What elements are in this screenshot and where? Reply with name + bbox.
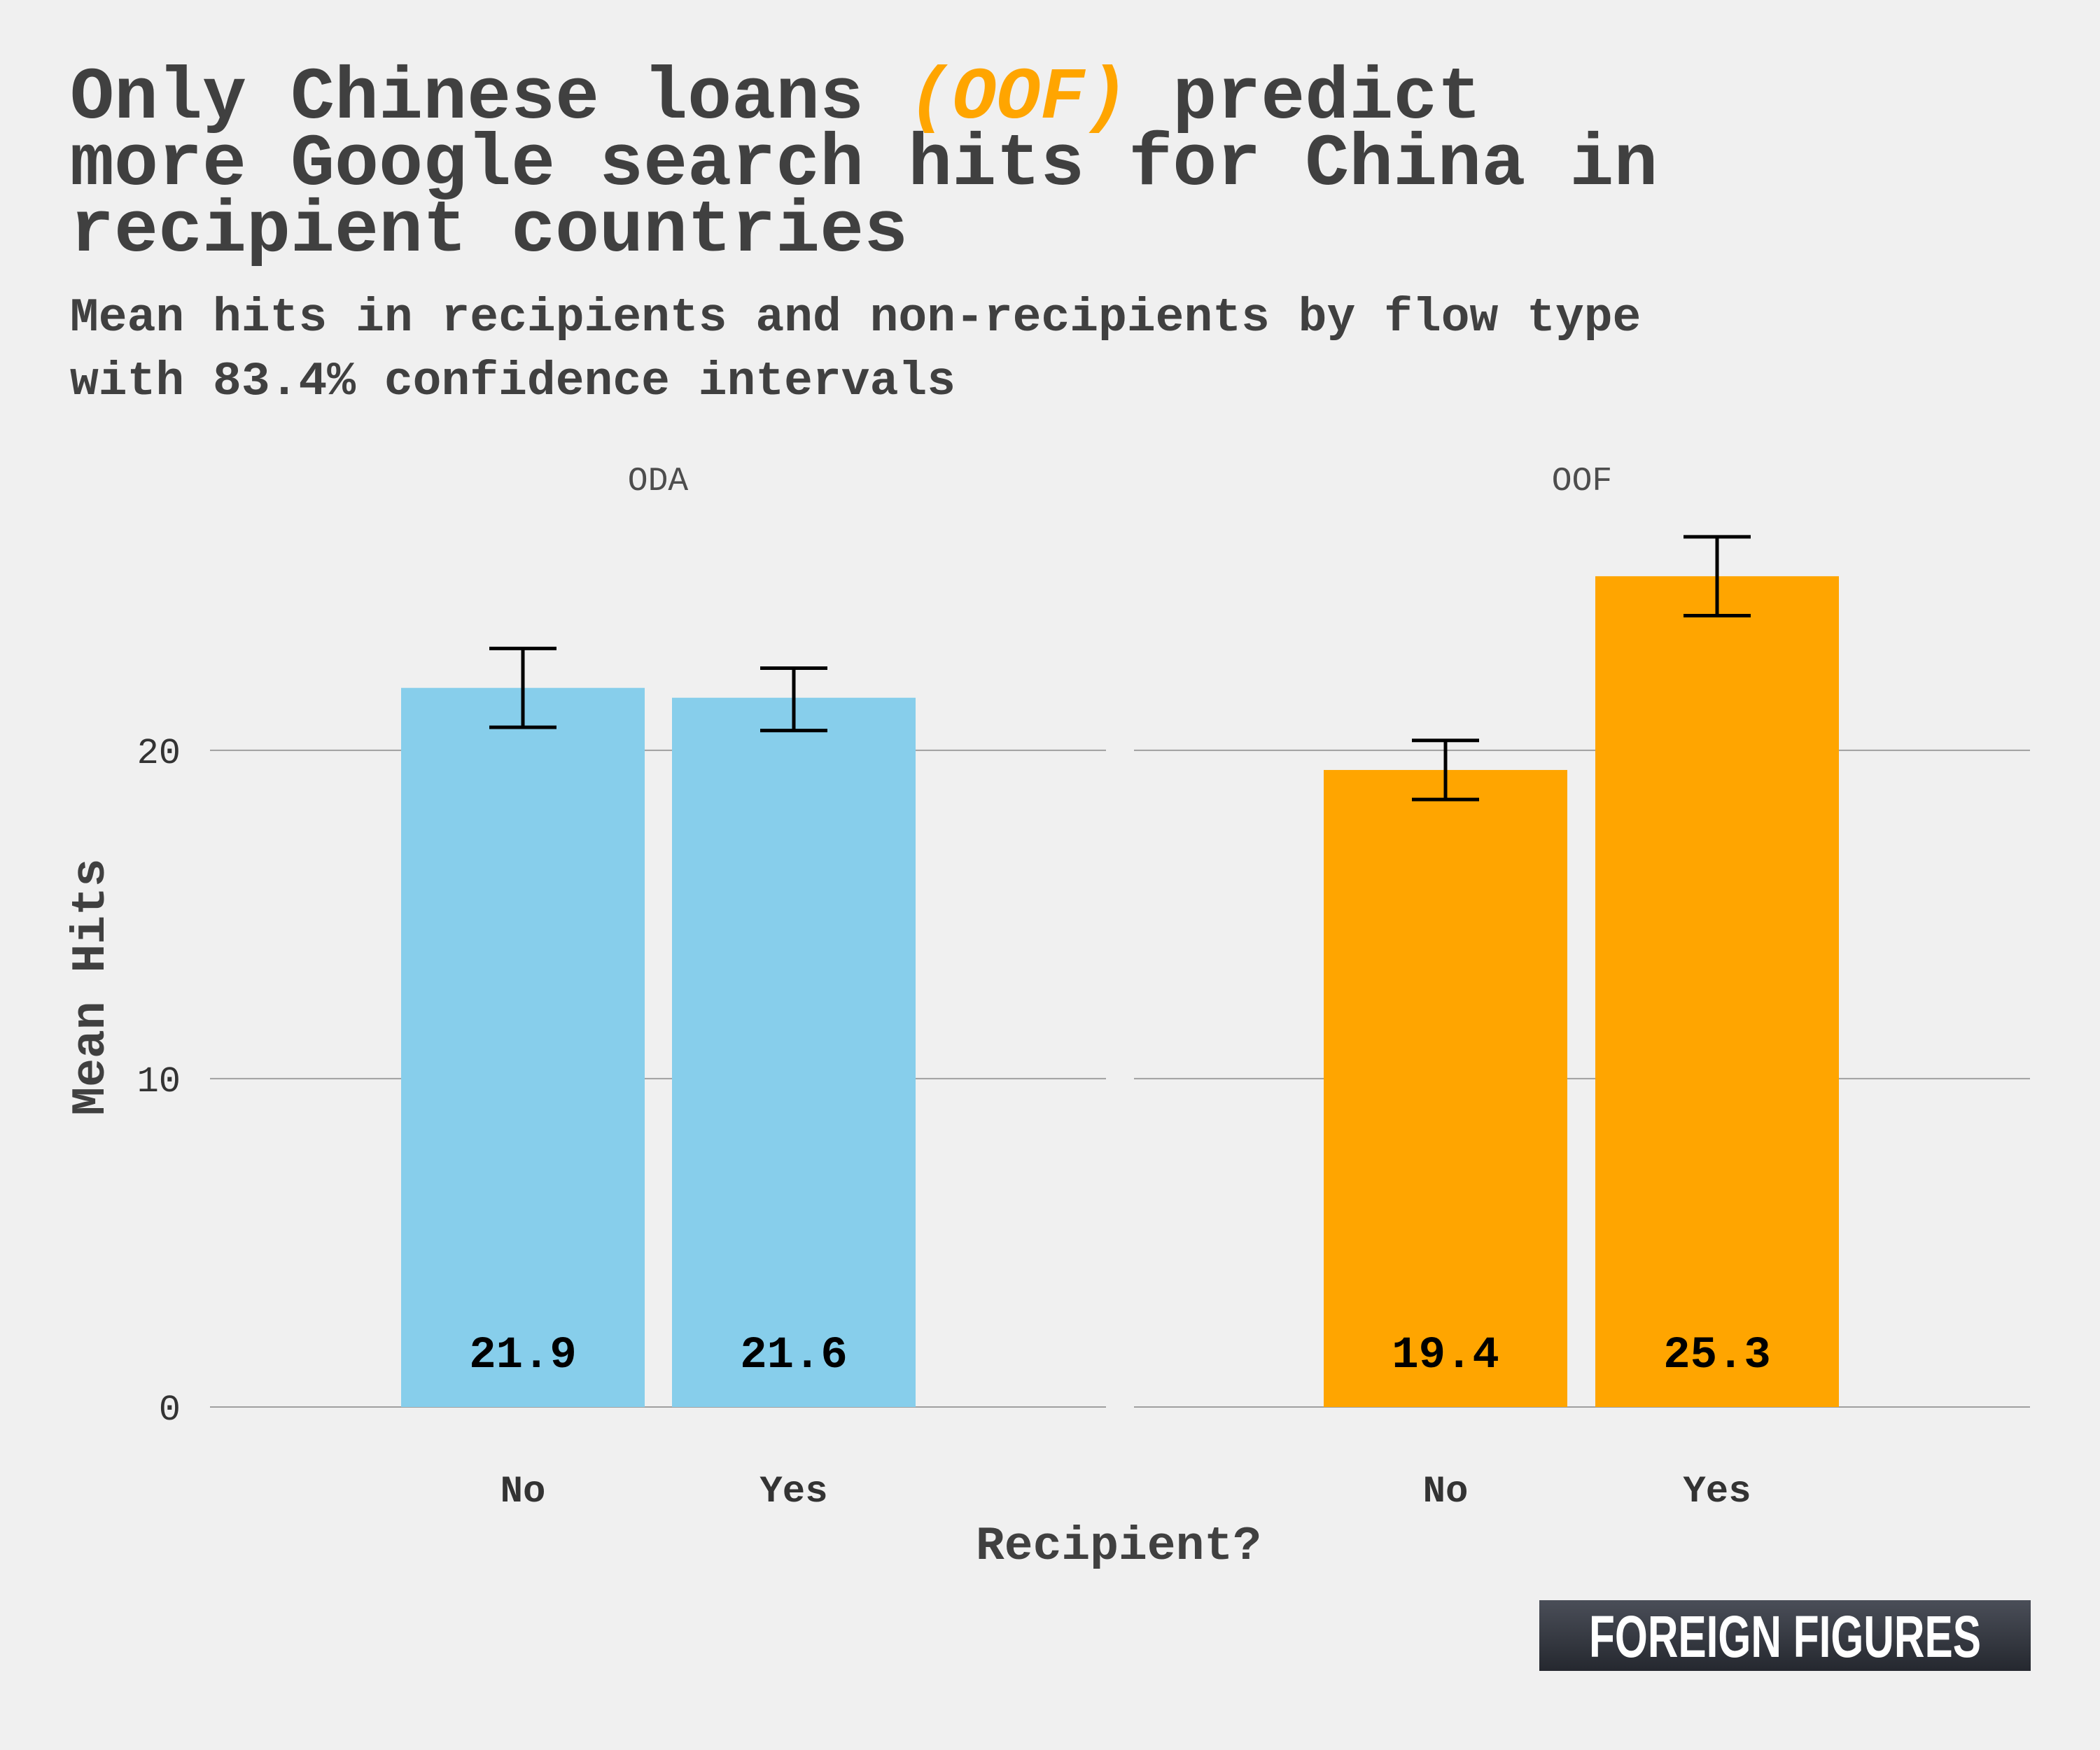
y-axis-title: Mean Hits	[64, 858, 118, 1115]
y-tick-label: 0	[159, 1390, 181, 1431]
title-highlight: (OOF)	[908, 57, 1128, 140]
bar-oda-no	[401, 687, 645, 1407]
error-bar-oof-yes	[1684, 535, 1751, 617]
title-line-2: more Google search hits for China in	[70, 123, 1658, 206]
y-axis-ticks: 0 10 20	[137, 733, 181, 1431]
x-tick-label: No	[500, 1471, 546, 1513]
title-line-1-pre: Only Chinese loans	[70, 57, 908, 140]
chart-subtitle: Mean hits in recipients and non-recipien…	[70, 291, 1641, 409]
title-line-1-post: predict	[1128, 57, 1481, 140]
panel-label-oda: ODA	[628, 463, 689, 500]
logo-background	[1539, 1600, 2031, 1671]
logo-text: FOREIGN FIGURES	[1589, 1604, 1981, 1670]
foreign-figures-logo: FOREIGN FIGURES	[1539, 1600, 2031, 1671]
data-label-oda-no: 21.9	[469, 1331, 577, 1381]
subtitle-line-2: with 83.4% confidence intervals	[70, 355, 955, 409]
x-tick-label: Yes	[1683, 1471, 1751, 1513]
error-bar-oof-no	[1412, 738, 1479, 802]
subtitle-line-1: Mean hits in recipients and non-recipien…	[70, 291, 1641, 345]
y-tick-label: 10	[137, 1061, 181, 1102]
title-line-3: recipient countries	[70, 190, 908, 273]
gridlines	[210, 749, 2030, 1408]
bars	[401, 576, 1839, 1408]
data-label-oof-no: 19.4	[1392, 1331, 1499, 1381]
error-bar-oda-yes	[760, 666, 827, 733]
data-labels: 21.9 21.6 19.4 25.3	[469, 1331, 1771, 1381]
title-line-1: Only Chinese loans (OOF) predict	[70, 57, 1481, 140]
x-axis-ticks: No Yes No Yes	[500, 1471, 1751, 1513]
panel-label-oof: OOF	[1552, 463, 1612, 500]
x-tick-label: No	[1423, 1471, 1469, 1513]
error-bars	[489, 535, 1751, 802]
x-axis-title: Recipient?	[976, 1520, 1261, 1574]
y-tick-label: 20	[137, 733, 181, 774]
panel-labels: ODA OOF	[628, 463, 1612, 500]
bar-oof-yes	[1595, 576, 1839, 1408]
bar-oda-yes	[672, 697, 916, 1407]
data-label-oda-yes: 21.6	[740, 1331, 848, 1381]
x-tick-label: Yes	[760, 1471, 827, 1513]
data-label-oof-yes: 25.3	[1663, 1331, 1771, 1381]
bar-oof-no	[1324, 769, 1567, 1407]
error-bar-oda-no	[489, 646, 556, 729]
chart-title: Only Chinese loans (OOF) predict more Go…	[70, 57, 1658, 273]
